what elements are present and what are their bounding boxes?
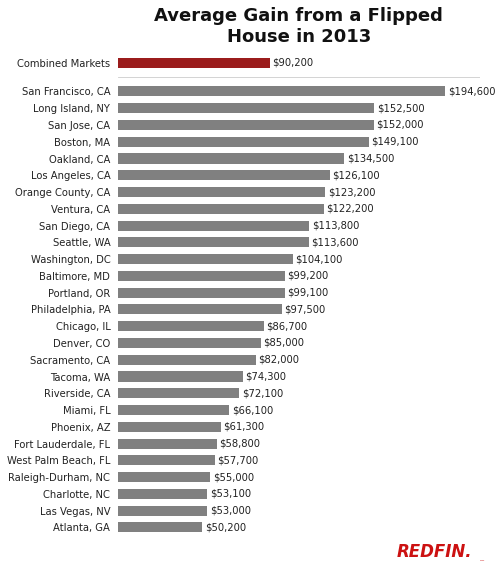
Text: $74,300: $74,300: [246, 371, 286, 382]
Bar: [118, 271, 285, 281]
Bar: [118, 287, 284, 298]
Text: $86,700: $86,700: [266, 321, 308, 331]
Bar: [118, 154, 344, 163]
Bar: [118, 120, 374, 130]
Text: $66,100: $66,100: [232, 405, 273, 415]
Text: $152,000: $152,000: [376, 120, 424, 130]
Text: $97,500: $97,500: [284, 304, 326, 315]
Title: Average Gain from a Flipped
House in 2013: Average Gain from a Flipped House in 201…: [154, 7, 443, 46]
Text: $90,200: $90,200: [272, 58, 314, 68]
Bar: [118, 238, 309, 247]
Text: $57,700: $57,700: [218, 455, 259, 466]
Text: $99,200: $99,200: [288, 271, 329, 281]
Text: $72,100: $72,100: [242, 388, 283, 398]
Text: $82,000: $82,000: [258, 355, 300, 365]
Bar: [118, 86, 446, 96]
Text: REDFIN’: REDFIN’: [480, 560, 485, 561]
Bar: [118, 338, 261, 348]
Text: $50,200: $50,200: [205, 522, 246, 532]
Bar: [118, 137, 369, 147]
Bar: [118, 103, 374, 113]
Bar: [118, 422, 221, 432]
Bar: [118, 254, 293, 264]
Text: REDFIN.: REDFIN.: [397, 543, 472, 561]
Bar: [118, 170, 330, 180]
Bar: [118, 439, 217, 448]
Text: $152,500: $152,500: [377, 103, 424, 113]
Bar: [118, 187, 325, 197]
Text: $55,000: $55,000: [213, 472, 254, 482]
Bar: [118, 455, 215, 466]
Text: $113,600: $113,600: [312, 238, 359, 247]
Bar: [118, 489, 208, 499]
Bar: [118, 204, 324, 214]
Text: $149,100: $149,100: [372, 137, 419, 147]
Bar: [118, 405, 229, 415]
Bar: [118, 355, 256, 365]
Text: $134,500: $134,500: [346, 154, 394, 163]
Text: $123,200: $123,200: [328, 187, 375, 197]
Text: $58,800: $58,800: [220, 439, 260, 448]
Text: $99,100: $99,100: [287, 287, 329, 298]
Bar: [118, 472, 210, 482]
Bar: [118, 506, 207, 516]
Bar: [118, 388, 239, 399]
Text: $53,000: $53,000: [210, 506, 250, 516]
Text: $122,200: $122,200: [326, 204, 374, 214]
Text: $194,600: $194,600: [448, 86, 496, 96]
Bar: [118, 58, 270, 68]
Text: $126,100: $126,100: [332, 170, 380, 180]
Text: $53,100: $53,100: [210, 489, 251, 499]
Bar: [118, 321, 264, 331]
Text: $104,100: $104,100: [296, 254, 343, 264]
Text: $85,000: $85,000: [264, 338, 304, 348]
Text: $61,300: $61,300: [224, 422, 264, 432]
Bar: [118, 221, 310, 231]
Bar: [118, 304, 282, 315]
Bar: [118, 522, 202, 532]
Text: $113,800: $113,800: [312, 221, 360, 231]
Bar: [118, 371, 243, 382]
